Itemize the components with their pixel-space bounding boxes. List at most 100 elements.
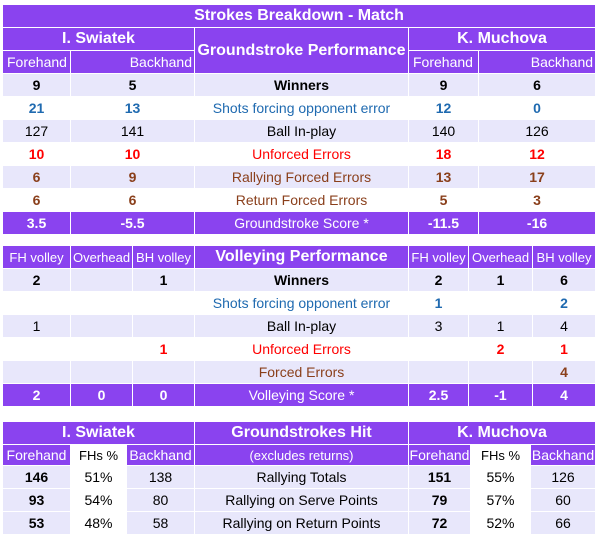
p1-fhv-value <box>2 360 71 384</box>
p1-fhv-score: 2 <box>2 383 71 407</box>
row-label: Shots forcing opponent error <box>194 291 409 315</box>
score-label: Volleying Score * <box>194 383 409 407</box>
p1-fh-value: 93 <box>2 488 71 512</box>
p2-fhv-score: 2.5 <box>408 383 469 407</box>
table-row: 21 13 Shots forcing opponent error 12 0 <box>2 96 597 120</box>
p1-fh-value: 6 <box>2 188 71 212</box>
row-label: Ball In-play <box>194 119 409 143</box>
score-row: 3.5 -5.5 Groundstroke Score * -11.5 -16 <box>2 211 597 235</box>
p1-bhv-value <box>132 314 195 338</box>
hits-player-row: I. Swiatek Groundstrokes Hit K. Muchova <box>2 421 596 445</box>
table-row: 6 9 Rallying Forced Errors 13 17 <box>2 165 597 189</box>
p2-oh-value: 1 <box>468 268 533 292</box>
player-header-row: I. Swiatek Groundstroke Performance K. M… <box>2 27 597 74</box>
col-forehand: Forehand <box>2 444 71 466</box>
row-label: Rallying Totals <box>194 465 409 489</box>
col-forehand: Forehand <box>2 50 71 74</box>
p2-bhv-value: 6 <box>532 268 596 292</box>
col-backhand: Backhand <box>126 444 195 466</box>
p2-fh-value: 12 <box>408 96 479 120</box>
p2-fhv-value <box>408 337 469 361</box>
p2-fhv-value: 3 <box>408 314 469 338</box>
col-fh-pct: FHs % <box>470 444 531 466</box>
score-label: Groundstroke Score * <box>194 211 409 235</box>
row-label: Rallying Forced Errors <box>194 165 409 189</box>
col-forehand: Forehand <box>408 50 479 74</box>
p2-oh-score: -1 <box>468 383 533 407</box>
section-header: Groundstroke Performance <box>194 27 409 74</box>
p1-oh-value <box>70 360 133 384</box>
p1-bh-value: 10 <box>70 142 195 166</box>
p2-fh-value: 151 <box>408 465 471 489</box>
section-header: Groundstrokes Hit <box>194 421 409 445</box>
p1-oh-value <box>70 268 133 292</box>
p1-bh-value: 13 <box>70 96 195 120</box>
p2-fh-value: 13 <box>408 165 479 189</box>
p1-fh-pct-value: 51% <box>70 465 127 489</box>
p2-bh-value: 66 <box>530 511 596 535</box>
table-row: 1 Ball In-play 3 1 4 <box>2 314 596 338</box>
score-row: 2 0 0 Volleying Score * 2.5 -1 4 <box>2 383 596 407</box>
p2-bhv-value: 2 <box>532 291 596 315</box>
volley-table: FH volley Overhead BH volley Volleying P… <box>2 245 596 407</box>
col-backhand: Backhand <box>70 50 195 74</box>
p1-bhv-score: 0 <box>132 383 195 407</box>
col-bh-volley: BH volley <box>532 245 596 269</box>
col-fh-pct: FHs % <box>70 444 127 466</box>
p2-fh-value: 18 <box>408 142 479 166</box>
table-row: 9 5 Winners 9 6 <box>2 73 597 97</box>
p2-fhv-value <box>408 360 469 384</box>
row-label: Rallying on Return Points <box>194 511 409 535</box>
row-label: Winners <box>194 268 409 292</box>
column-header-row: Forehand Backhand Forehand Backhand <box>2 50 597 74</box>
col-fh-volley: FH volley <box>408 245 469 269</box>
col-backhand: Backhand <box>477 50 597 74</box>
p1-fh-value: 21 <box>2 96 71 120</box>
p1-fhv-value: 2 <box>2 268 71 292</box>
col-overhead: Overhead <box>468 245 533 269</box>
row-label: Rallying on Serve Points <box>194 488 409 512</box>
p1-bhv-value <box>132 360 195 384</box>
p2-bhv-value: 1 <box>532 337 596 361</box>
row-label: Return Forced Errors <box>194 188 409 212</box>
table-row: 146 51% 138 Rallying Totals 151 55% 126 <box>2 465 596 489</box>
p1-oh-value <box>70 337 133 361</box>
p1-fh-pct-value: 48% <box>70 511 127 535</box>
p2-bhv-score: 4 <box>532 383 596 407</box>
table-row: Forced Errors 4 <box>2 360 596 384</box>
table-row: 2 1 Winners 2 1 6 <box>2 268 596 292</box>
p1-fhv-value: 1 <box>2 314 71 338</box>
row-label: Winners <box>194 73 409 97</box>
p1-bhv-value: 1 <box>132 268 195 292</box>
col-overhead: Overhead <box>70 245 133 269</box>
player1-name: I. Swiatek <box>2 421 195 445</box>
p2-bhv-value: 4 <box>532 360 596 384</box>
table-row: 127 141 Ball In-play 140 126 <box>2 119 597 143</box>
section-subheader: (excludes returns) <box>194 444 409 466</box>
col-fh-volley: FH volley <box>2 245 71 269</box>
p1-bh-value: 58 <box>126 511 195 535</box>
col-bh-volley: BH volley <box>132 245 195 269</box>
p2-oh-value: 1 <box>468 314 533 338</box>
p2-bh-value: 60 <box>530 488 596 512</box>
p2-fh-value: 140 <box>408 119 479 143</box>
p1-bh-value: 5 <box>70 73 195 97</box>
p2-fhv-value: 1 <box>408 291 469 315</box>
p1-oh-score: 0 <box>70 383 133 407</box>
table-title-row: Strokes Breakdown - Match <box>1 4 597 28</box>
p1-bh-value: 138 <box>126 465 195 489</box>
p2-fhv-value: 2 <box>408 268 469 292</box>
p1-fhv-value <box>2 291 71 315</box>
row-label: Shots forcing opponent error <box>194 96 409 120</box>
p2-bhv-value: 4 <box>532 314 596 338</box>
p1-fh-score: 3.5 <box>2 211 71 235</box>
table-row: 6 6 Return Forced Errors 5 3 <box>2 188 597 212</box>
col-backhand: Backhand <box>530 444 596 466</box>
player1-name: I. Swiatek <box>2 27 195 51</box>
p2-fh-score: -11.5 <box>408 211 479 235</box>
row-label: Forced Errors <box>194 360 409 384</box>
table-row: Shots forcing opponent error 1 2 <box>2 291 596 315</box>
p2-fh-value: 5 <box>408 188 479 212</box>
player2-name: K. Muchova <box>408 421 596 445</box>
p2-oh-value <box>468 360 533 384</box>
